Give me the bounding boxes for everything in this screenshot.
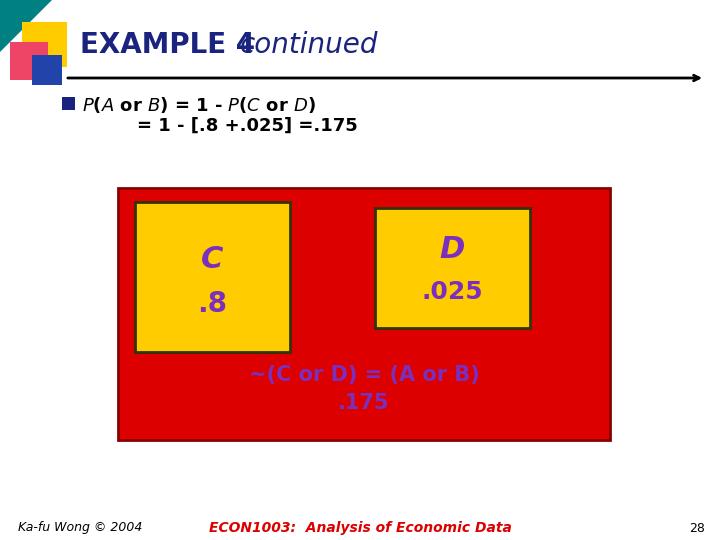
Text: .025: .025	[422, 280, 483, 304]
Text: continued: continued	[240, 31, 379, 59]
Text: D: D	[440, 235, 465, 265]
Text: ECON1003:  Analysis of Economic Data: ECON1003: Analysis of Economic Data	[209, 521, 511, 535]
Text: ~(C or D) = (A or B): ~(C or D) = (A or B)	[248, 364, 480, 384]
Polygon shape	[0, 0, 52, 52]
Text: = 1 - [.8 +.025] =.175: = 1 - [.8 +.025] =.175	[137, 117, 358, 135]
Text: $\it{P}$($\it{A}$ or $\it{B}$) = 1 - $\it{P}$($\it{C}$ or $\it{D}$): $\it{P}$($\it{A}$ or $\it{B}$) = 1 - $\i…	[82, 95, 316, 115]
Text: .175: .175	[338, 393, 390, 413]
Bar	[10, 42, 48, 80]
Bar	[135, 202, 290, 352]
Bar	[62, 97, 75, 110]
Text: C: C	[202, 245, 224, 273]
Text: Ka-fu Wong © 2004: Ka-fu Wong © 2004	[18, 522, 143, 535]
Bar	[22, 22, 67, 67]
Text: 28: 28	[689, 522, 705, 535]
Bar	[32, 55, 62, 85]
Bar	[375, 208, 530, 328]
Text: .8: .8	[197, 290, 228, 318]
Bar	[118, 188, 610, 440]
Text: EXAMPLE 4: EXAMPLE 4	[80, 31, 274, 59]
